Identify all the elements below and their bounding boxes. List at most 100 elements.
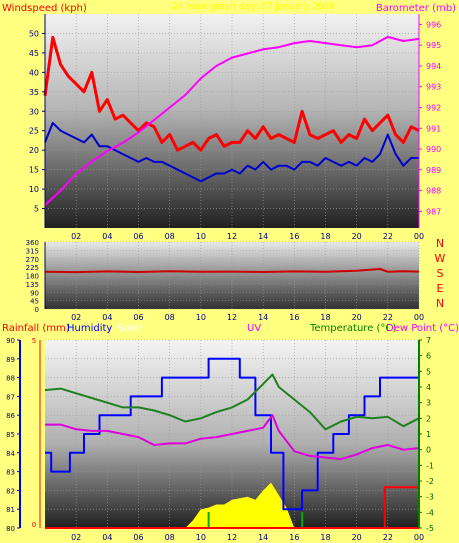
- wind-direction-line: [44, 268, 420, 274]
- humidity-y-tick-label: 81: [6, 506, 15, 514]
- climate-x-tick-label: 14: [258, 533, 268, 542]
- dewpoint-label: Dew Point (°C): [386, 323, 459, 334]
- winddir-y-tick-label: 180: [26, 273, 39, 281]
- climate-x-tick-label: 00: [414, 533, 424, 542]
- winddir-x-tick-label: 14: [258, 313, 268, 322]
- baro-y-tick-label: 989: [426, 166, 441, 175]
- chart-subtitle: 24 hour graph day: 07 January 2026: [172, 2, 335, 12]
- winddir-y-tick-label: 0: [35, 306, 39, 314]
- wind-x-tick-label: 20: [352, 232, 362, 241]
- humidity-y-tick-label: 83: [6, 469, 15, 477]
- direction-letter: W: [435, 252, 446, 265]
- direction-letter: S: [437, 267, 444, 280]
- rain-y-tick-label: 5: [32, 337, 36, 345]
- winddir-x-tick-label: 22: [383, 313, 393, 322]
- climate-x-tick-label: 16: [289, 533, 299, 542]
- baro-y-tick-label: 987: [426, 207, 441, 216]
- wind-plot-area: [45, 14, 419, 228]
- winddir-y-tick-label: 315: [26, 247, 39, 255]
- temperature-y-tick-label: 2: [426, 414, 431, 423]
- climate-x-tick-label: 12: [227, 533, 237, 542]
- wind-y-tick-label: 15: [29, 166, 39, 175]
- winddir-x-tick-label: 04: [102, 313, 112, 322]
- temperature-y-tick-label: -1: [426, 461, 434, 470]
- winddir-x-tick-label: 20: [352, 313, 362, 322]
- direction-letter: N: [436, 297, 444, 310]
- wind-y-tick-label: 45: [29, 49, 39, 58]
- humidity-y-tick-label: 87: [6, 393, 15, 401]
- winddir-y-tick-label: 270: [26, 256, 39, 264]
- axes: 5101520253035404550987988989990991992993…: [6, 14, 446, 542]
- humidity-y-tick-label: 90: [6, 337, 15, 345]
- direction-letter: E: [437, 282, 444, 295]
- winddir-y-tick-label: 360: [26, 239, 39, 247]
- climate-x-tick-label: 04: [102, 533, 112, 542]
- uv-label: UV: [247, 323, 261, 334]
- temperature-line: [44, 373, 420, 431]
- humidity-y-tick-label: 82: [6, 487, 15, 495]
- wind-y-tick-label: 10: [29, 185, 39, 194]
- climate-x-tick-label: 18: [320, 533, 330, 542]
- wind-x-tick-label: 18: [320, 232, 330, 241]
- wind-gust-line: [43, 35, 420, 152]
- humidity-y-tick-label: 85: [6, 431, 15, 439]
- humidity-line: [45, 357, 420, 511]
- temperature-y-tick-label: 1: [426, 430, 431, 439]
- humidity-y-tick-label: 86: [6, 412, 15, 420]
- winddir-x-tick-label: 16: [289, 313, 299, 322]
- temperature-y-tick-label: 0: [426, 446, 431, 455]
- temperature-y-tick-label: -4: [426, 508, 434, 517]
- wind-x-tick-label: 14: [258, 232, 268, 241]
- wind-x-tick-label: 16: [289, 232, 299, 241]
- winddir-x-tick-label: 18: [320, 313, 330, 322]
- humidity-y-tick-label: 80: [6, 525, 15, 533]
- climate-x-tick-label: 22: [383, 533, 393, 542]
- baro-y-tick-label: 991: [426, 124, 441, 133]
- climate-x-tick-label: 20: [352, 533, 362, 542]
- wind-y-tick-label: 35: [29, 88, 39, 97]
- direction-letter: N: [436, 237, 444, 250]
- climate-x-tick-label: 02: [71, 533, 81, 542]
- baro-y-tick-label: 990: [426, 145, 441, 154]
- wind-y-tick-label: 25: [29, 127, 39, 136]
- winddir-y-tick-label: 45: [30, 298, 39, 306]
- wind-x-tick-label: 06: [133, 232, 143, 241]
- climate-x-tick-label: 08: [165, 533, 175, 542]
- temperature-y-tick-label: 7: [426, 336, 431, 345]
- temperature-y-tick-label: 4: [426, 383, 431, 392]
- temperature-y-tick-label: 5: [426, 367, 431, 376]
- wind-x-tick-label: 12: [227, 232, 237, 241]
- winddir-grid: [45, 241, 420, 310]
- solar-label: Solar: [117, 323, 143, 334]
- humidity-label: Humidity: [67, 323, 112, 334]
- rain-y-tick-label: 0: [32, 521, 36, 529]
- temperature-y-tick-label: -5: [426, 524, 434, 533]
- wind-y-tick-label: 20: [29, 146, 39, 155]
- winddir-x-tick-label: 10: [196, 313, 206, 322]
- wind-x-tick-label: 04: [102, 232, 112, 241]
- winddir-x-tick-label: 06: [133, 313, 143, 322]
- barometer-line: [44, 35, 420, 206]
- temperature-y-tick-label: -3: [426, 493, 434, 502]
- wind-x-tick-label: 02: [71, 232, 81, 241]
- solar-area: [185, 482, 295, 528]
- winddir-y-tick-label: 90: [30, 289, 39, 297]
- wind-x-tick-label: 22: [383, 232, 393, 241]
- wind-x-tick-label: 10: [196, 232, 206, 241]
- wind-y-tick-label: 30: [29, 107, 39, 116]
- wind-x-tick-label: 08: [165, 232, 175, 241]
- baro-y-tick-label: 994: [426, 62, 441, 71]
- climate-x-tick-label: 06: [133, 533, 143, 542]
- dewpoint-line: [45, 414, 420, 461]
- baro-y-tick-label: 996: [426, 20, 441, 29]
- climate-x-tick-label: 10: [196, 533, 206, 542]
- wind-x-tick-label: 00: [414, 232, 424, 241]
- barometer-label: Barometer (mb): [376, 3, 456, 14]
- windspeed-label: Windspeed (kph): [2, 3, 87, 14]
- rainfall-label: Rainfall (mm): [2, 323, 70, 334]
- temperature-y-tick-label: 6: [426, 352, 431, 361]
- humidity-y-tick-label: 88: [6, 375, 15, 383]
- winddir-y-tick-label: 225: [26, 264, 39, 272]
